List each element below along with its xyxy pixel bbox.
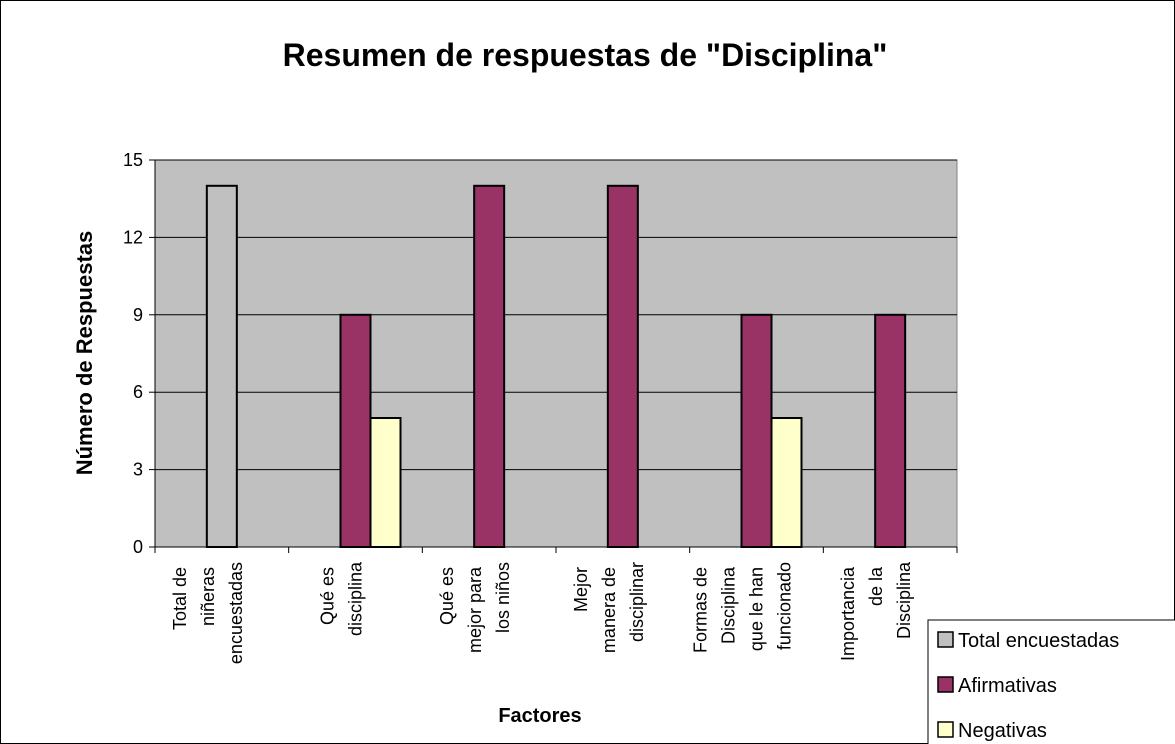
- x-tick-label: Importancia de la Disciplina: [838, 561, 914, 661]
- bar: [339, 313, 372, 548]
- bar: [473, 184, 506, 549]
- bar: [740, 313, 773, 548]
- x-tick-label: Qué es disciplina: [318, 561, 366, 636]
- bar: [606, 184, 639, 549]
- y-tick-label: 3: [133, 460, 143, 480]
- x-tick-label: Mejor manera de disciplinar: [571, 562, 647, 653]
- y-tick-label: 6: [133, 382, 143, 402]
- y-tick-label: 0: [133, 537, 143, 557]
- legend-label: Total encuestadas: [958, 630, 1119, 652]
- legend-swatch: [937, 721, 954, 738]
- x-axis-label: Factores: [498, 705, 581, 727]
- x-tick-label: Formas de Disciplina que le han funciona…: [691, 562, 795, 653]
- legend-label: Negativas: [958, 720, 1047, 742]
- x-tick-label: Total de niñeras encuestadas: [170, 562, 246, 664]
- bar: [205, 184, 238, 549]
- legend: Total encuestadas Afirmativas Negativas: [927, 619, 1175, 744]
- y-tick-label: 12: [123, 227, 143, 247]
- legend-box: [927, 619, 1175, 744]
- chart-title: Resumen de respuestas de "Disciplina": [283, 37, 888, 73]
- bar: [770, 417, 803, 548]
- y-axis-label: Número de Respuestas: [72, 231, 97, 476]
- legend-swatch: [937, 631, 954, 648]
- plot-area: [154, 159, 958, 548]
- bar: [369, 417, 402, 548]
- legend-label: Afirmativas: [958, 675, 1057, 697]
- legend-swatch: [937, 676, 954, 693]
- y-tick-label: 9: [133, 305, 143, 325]
- bar: [874, 313, 907, 548]
- y-tick-label: 15: [123, 150, 143, 170]
- x-tick-label: Qué es mejor para los niños: [437, 562, 513, 653]
